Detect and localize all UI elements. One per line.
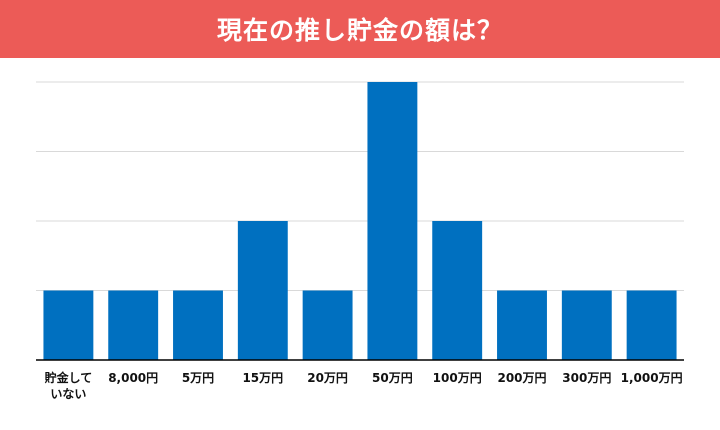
bar-chart: 貯金していない 8,000円 5万円 15万円 20万円 50万円 100万円 200万円 30… — [36, 81, 684, 401]
title-banner: 現在の推し貯金の額は？ — [0, 0, 720, 58]
bar — [108, 290, 159, 360]
bar — [237, 221, 288, 360]
x-tick-label: 300万円 — [562, 371, 611, 385]
x-tick-label: 1,000万円 — [621, 371, 683, 385]
bar — [626, 290, 677, 360]
x-tick-label: 200万円 — [497, 371, 546, 385]
bar — [497, 290, 547, 360]
chart-title: 現在の推し貯金の額は？ — [216, 16, 503, 45]
x-tick-label: 20万円 — [307, 371, 348, 385]
bar — [43, 290, 94, 360]
x-tick-label: 8,000円 — [108, 371, 158, 385]
bar — [367, 82, 418, 360]
x-tick-label: 5万円 — [182, 371, 214, 385]
x-tick-label: 50万円 — [372, 371, 413, 385]
bar — [173, 290, 223, 360]
bar — [432, 221, 483, 360]
bar — [302, 290, 353, 360]
x-tick-label: 100万円 — [433, 371, 482, 385]
bar — [561, 290, 612, 360]
x-tick-label: 15万円 — [242, 371, 283, 385]
x-tick-label: 貯金していない — [45, 370, 93, 401]
